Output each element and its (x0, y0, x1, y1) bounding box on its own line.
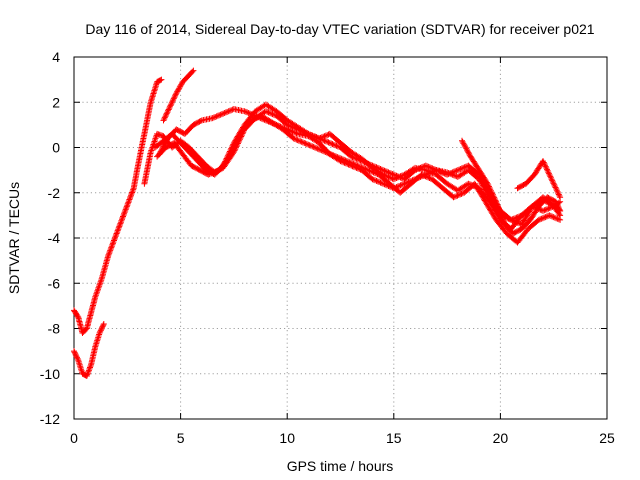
x-tick-label: 5 (177, 430, 185, 446)
y-tick-label: 0 (52, 140, 60, 156)
y-tick-label: -10 (40, 366, 60, 382)
y-tick-label: -2 (48, 185, 61, 201)
y-tick-label: -8 (48, 321, 61, 337)
y-tick-label: 4 (52, 49, 60, 65)
y-tick-label: -4 (48, 230, 61, 246)
axis-ticks (73, 56, 608, 420)
series-markers (71, 76, 165, 336)
chart-title: Day 116 of 2014, Sidereal Day-to-day VTE… (85, 21, 594, 37)
series-markers (152, 101, 564, 228)
series-markers (459, 137, 564, 237)
x-tick-label: 15 (386, 430, 402, 446)
series-track-7 (160, 67, 197, 124)
series-track-6 (154, 112, 564, 246)
y-tick-label: 2 (52, 94, 60, 110)
y-axis-label: SDTVAR / TECUs (6, 182, 22, 294)
series-markers (154, 112, 564, 246)
x-tick-label: 0 (70, 430, 78, 446)
x-tick-label: 20 (493, 430, 509, 446)
y-tick-label: -6 (48, 275, 61, 291)
series-track-8 (459, 137, 564, 237)
series-track-9 (514, 158, 564, 201)
series-markers (71, 321, 107, 379)
series-track-1 (71, 76, 165, 336)
x-tick-label: 10 (279, 430, 295, 446)
series-track-2 (71, 321, 107, 379)
x-axis-label: GPS time / hours (287, 458, 394, 474)
grid-lines (74, 57, 607, 419)
series-markers (514, 158, 564, 201)
series-markers (160, 67, 197, 124)
y-tick-label: -12 (40, 411, 60, 427)
series-layer (71, 67, 564, 379)
x-tick-label: 25 (599, 430, 615, 446)
